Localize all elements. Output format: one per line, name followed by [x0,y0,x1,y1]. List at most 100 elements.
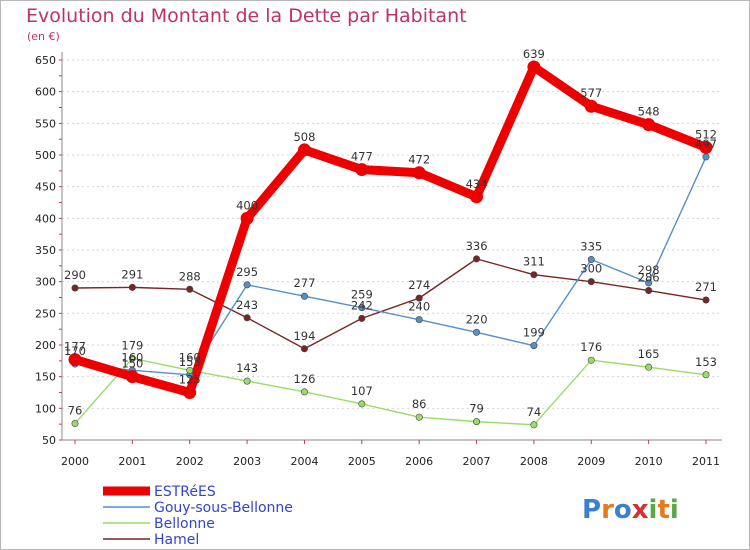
data-label: 165 [638,347,660,361]
data-point [645,363,653,371]
data-label: 176 [580,340,602,354]
data-label: 86 [412,397,427,411]
y-tick-label: 350 [35,244,56,257]
x-tick-label: 2008 [520,455,548,468]
data-label: 74 [527,405,542,419]
x-tick-label: 2002 [176,455,204,468]
data-point [186,285,194,293]
data-point [412,166,426,180]
data-point [415,294,423,302]
data-point [300,388,308,396]
data-point [240,211,254,225]
data-point [530,421,538,429]
data-label: 288 [179,269,201,283]
data-point [470,190,484,204]
series-line-0 [70,62,711,397]
data-label: 298 [638,263,660,277]
data-label: 335 [580,240,602,254]
series-lines [70,62,711,426]
data-label: 76 [68,404,83,418]
y-tick-label: 250 [35,307,56,320]
data-label: 290 [64,268,86,282]
data-point [530,342,538,350]
data-label: 240 [408,300,430,314]
y-tick-label: 150 [35,371,56,384]
data-point [527,60,541,74]
data-label: 400 [236,198,258,212]
series-points [68,60,713,429]
data-label: 434 [466,177,488,191]
data-point [300,292,308,300]
data-point [300,345,308,353]
data-point [128,283,136,291]
data-label: 199 [523,326,545,340]
data-point [702,371,710,379]
data-label: 259 [351,288,373,302]
data-label: 194 [293,329,315,343]
series-line-2 [74,357,707,426]
data-label: 472 [408,153,430,167]
data-point [243,377,251,385]
y-tick-label: 300 [35,276,56,289]
data-point [473,328,481,336]
data-label: 548 [638,105,660,119]
data-label: 220 [466,312,488,326]
data-point [68,353,82,367]
data-label: 295 [236,265,258,279]
y-tick-label: 550 [35,117,56,130]
data-label: 497 [695,137,717,151]
data-point [473,418,481,426]
data-point [702,153,710,161]
y-tick-label: 200 [35,339,56,352]
data-point [473,255,481,263]
data-label: 143 [236,361,258,375]
legend-label: Gouy-sous-Bellonne [154,500,293,516]
data-label: 477 [351,150,373,164]
data-point [587,356,595,364]
data-label: 160 [179,350,201,364]
y-tick-label: 100 [35,402,56,415]
logo-letter: x [632,495,649,525]
data-point [125,370,139,384]
data-label: 291 [121,267,143,281]
chart-title: Evolution du Montant de la Dette par Hab… [26,5,467,27]
y-tick-label: 50 [42,434,56,447]
data-point [358,400,366,408]
x-tick-label: 2011 [692,455,720,468]
data-point [243,281,251,289]
data-point [243,314,251,322]
data-label: 242 [351,298,373,312]
data-point [355,163,369,177]
logo-letter: P [582,495,601,525]
y-tick-label: 400 [35,212,56,225]
data-point [71,284,79,292]
data-label: 300 [580,262,602,276]
data-label: 150 [121,357,143,371]
proxiti-logo: Proxiti [582,495,679,525]
data-point [71,420,79,428]
y-tick-label: 450 [35,181,56,194]
data-label: 79 [469,402,484,416]
data-point [128,354,136,362]
data-point [645,279,653,287]
data-label: 243 [236,298,258,312]
legend-label: Hamel [154,532,199,548]
data-point [645,287,653,295]
data-label: 577 [580,86,602,100]
x-tick-label: 2010 [635,455,663,468]
data-label: 107 [351,384,373,398]
data-label: 179 [121,338,143,352]
data-label: 153 [695,355,717,369]
y-tick-label: 500 [35,149,56,162]
data-point [587,255,595,263]
series-line-3 [74,258,707,350]
data-point [642,118,656,132]
x-tick-label: 2007 [463,455,491,468]
x-tick-label: 2000 [61,455,89,468]
logo-letter: r [601,495,614,525]
data-label: 336 [466,239,488,253]
series-line-1 [74,156,707,376]
data-label: 277 [293,276,315,290]
